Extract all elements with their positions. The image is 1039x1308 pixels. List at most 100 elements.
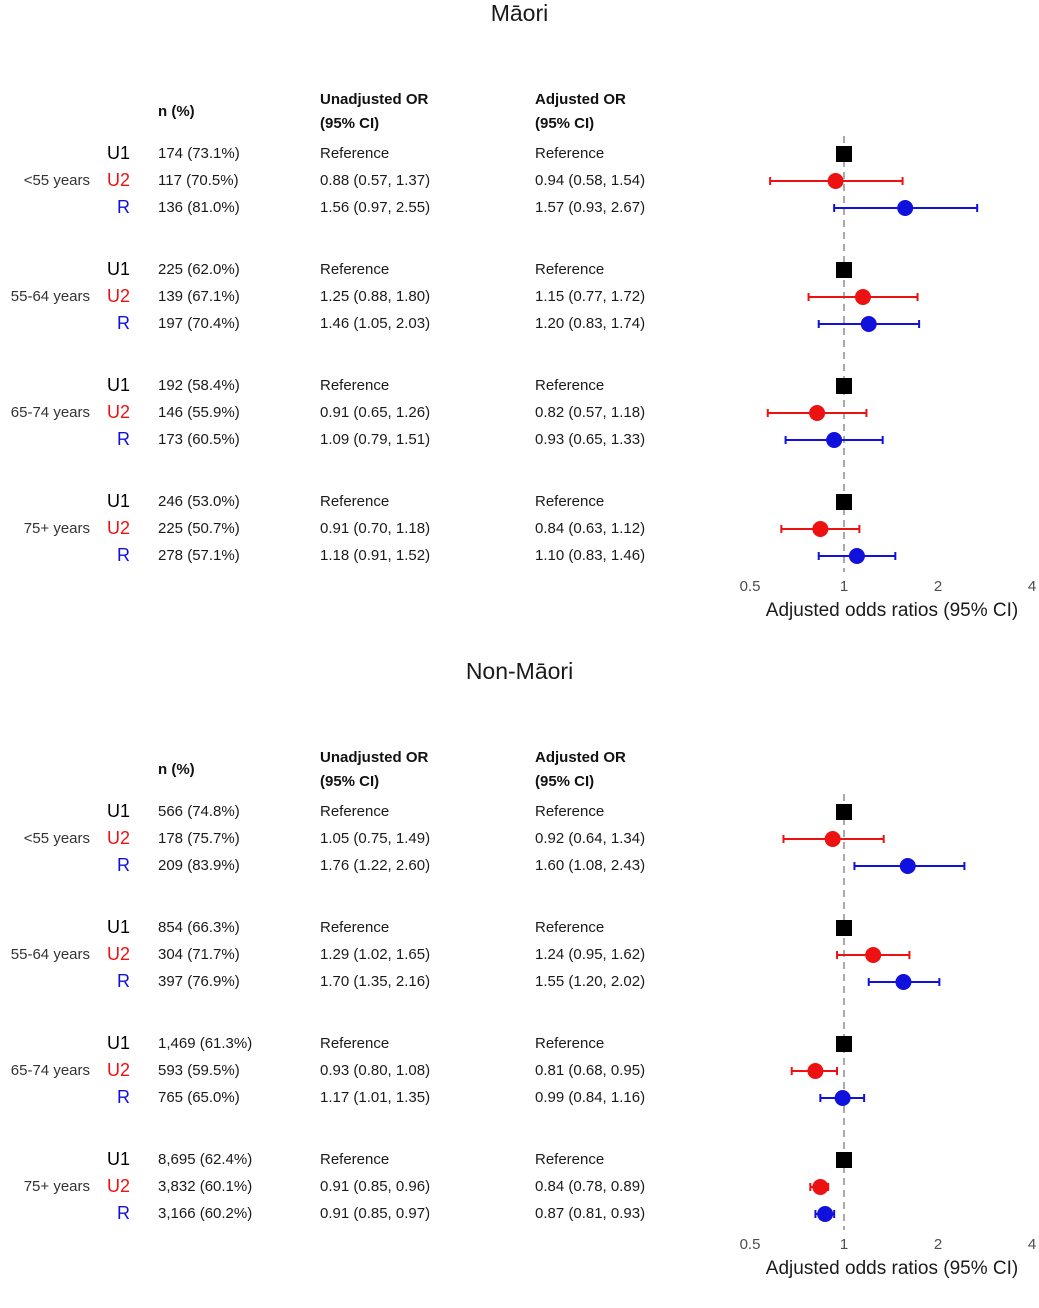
- n-percent-cell: 397 (76.9%): [158, 973, 240, 990]
- adjusted-or-cell: 1.60 (1.08, 2.43): [535, 857, 646, 874]
- n-percent-cell: 146 (55.9%): [158, 404, 240, 421]
- odds-ratio-point: [854, 289, 871, 305]
- unadjusted-or-cell: 1.70 (1.35, 2.16): [320, 973, 431, 990]
- unadjusted-or-cell: 0.91 (0.70, 1.18): [320, 520, 431, 537]
- n-percent-cell: 3,166 (60.2%): [158, 1205, 253, 1222]
- adjusted-or-cell: Reference: [535, 1035, 605, 1052]
- subgroup-label: U2: [106, 1060, 130, 1080]
- column-header-adjusted-ci: (95% CI): [535, 115, 595, 132]
- odds-ratio-point: [812, 1179, 829, 1195]
- unadjusted-or-cell: 0.91 (0.65, 1.26): [320, 404, 431, 421]
- column-header-unadjusted: Unadjusted OR: [320, 91, 429, 108]
- age-group-label: 75+ years: [23, 1178, 90, 1195]
- column-header-unadjusted-ci: (95% CI): [320, 773, 380, 790]
- subgroup-label: U1: [106, 375, 130, 395]
- adjusted-or-cell: 0.92 (0.64, 1.34): [535, 830, 646, 847]
- age-group-label: 65-74 years: [10, 1062, 90, 1079]
- adjusted-or-cell: 0.87 (0.81, 0.93): [535, 1205, 646, 1222]
- unadjusted-or-cell: Reference: [320, 261, 390, 278]
- n-percent-cell: 246 (53.0%): [158, 493, 240, 510]
- unadjusted-or-cell: 1.56 (0.97, 2.55): [320, 199, 431, 216]
- reference-square: [836, 378, 852, 394]
- odds-ratio-point: [848, 548, 865, 564]
- adjusted-or-cell: 1.10 (0.83, 1.46): [535, 547, 646, 564]
- unadjusted-or-cell: 1.25 (0.88, 1.80): [320, 288, 431, 305]
- adjusted-or-cell: 1.20 (0.83, 1.74): [535, 315, 646, 332]
- adjusted-or-cell: 0.84 (0.78, 0.89): [535, 1178, 646, 1195]
- unadjusted-or-cell: 0.93 (0.80, 1.08): [320, 1062, 431, 1079]
- n-percent-cell: 117 (70.5%): [158, 172, 239, 189]
- n-percent-cell: 136 (81.0%): [158, 199, 240, 216]
- age-group-label: <55 years: [23, 172, 90, 189]
- unadjusted-or-cell: 0.88 (0.57, 1.37): [320, 172, 431, 189]
- subgroup-label: U1: [106, 917, 130, 937]
- unadjusted-or-cell: 1.46 (1.05, 2.03): [320, 315, 431, 332]
- odds-ratio-point: [860, 316, 877, 332]
- odds-ratio-point: [827, 173, 844, 189]
- n-percent-cell: 566 (74.8%): [158, 803, 240, 820]
- unadjusted-or-cell: Reference: [320, 803, 390, 820]
- unadjusted-or-cell: 1.29 (1.02, 1.65): [320, 946, 431, 963]
- subgroup-label: U1: [106, 143, 130, 163]
- age-group-label: 65-74 years: [10, 404, 90, 421]
- unadjusted-or-cell: 1.17 (1.01, 1.35): [320, 1089, 431, 1106]
- subgroup-label: U1: [106, 259, 130, 279]
- unadjusted-or-cell: 1.09 (0.79, 1.51): [320, 431, 431, 448]
- unadjusted-or-cell: 0.91 (0.85, 0.96): [320, 1178, 431, 1195]
- adjusted-or-cell: 0.94 (0.58, 1.54): [535, 172, 646, 189]
- x-axis-title: Adjusted odds ratios (95% CI): [766, 600, 1018, 621]
- subgroup-label: U2: [106, 944, 130, 964]
- reference-square: [836, 146, 852, 162]
- n-percent-cell: 765 (65.0%): [158, 1089, 240, 1106]
- unadjusted-or-cell: 1.76 (1.22, 2.60): [320, 857, 431, 874]
- adjusted-or-cell: Reference: [535, 145, 605, 162]
- x-tick-label: 1: [840, 578, 848, 595]
- n-percent-cell: 192 (58.4%): [158, 377, 240, 394]
- subgroup-label: U1: [106, 801, 130, 821]
- n-percent-cell: 854 (66.3%): [158, 919, 240, 936]
- subgroup-label: R: [117, 855, 130, 875]
- n-percent-cell: 178 (75.7%): [158, 830, 240, 847]
- odds-ratio-point: [812, 521, 829, 537]
- adjusted-or-cell: Reference: [535, 1151, 605, 1168]
- n-percent-cell: 209 (83.9%): [158, 857, 240, 874]
- subgroup-label: R: [117, 1087, 130, 1107]
- odds-ratio-point: [809, 405, 826, 421]
- odds-ratio-point: [834, 1090, 851, 1106]
- subgroup-label: U2: [106, 402, 130, 422]
- n-percent-cell: 139 (67.1%): [158, 288, 240, 305]
- subgroup-label: R: [117, 197, 130, 217]
- subgroup-label: U1: [106, 1149, 130, 1169]
- adjusted-or-cell: 1.15 (0.77, 1.72): [535, 288, 646, 305]
- subgroup-label: R: [117, 545, 130, 565]
- adjusted-or-cell: 1.57 (0.93, 2.67): [535, 199, 646, 216]
- forest-plot-figure: Māori n (%) Unadjusted OR (95% CI) Adjusted …: [10, 0, 1036, 1279]
- column-header-n: n (%): [158, 103, 195, 120]
- adjusted-or-cell: Reference: [535, 919, 605, 936]
- adjusted-or-cell: 1.24 (0.95, 1.62): [535, 946, 646, 963]
- age-group-label: 75+ years: [23, 520, 90, 537]
- x-tick-label: 1: [840, 1236, 848, 1253]
- subgroup-label: R: [117, 971, 130, 991]
- reference-square: [836, 1036, 852, 1052]
- n-percent-cell: 278 (57.1%): [158, 547, 240, 564]
- n-percent-cell: 593 (59.5%): [158, 1062, 240, 1079]
- n-percent-cell: 225 (50.7%): [158, 520, 240, 537]
- column-header-unadjusted-ci: (95% CI): [320, 115, 380, 132]
- unadjusted-or-cell: 0.91 (0.85, 0.97): [320, 1205, 431, 1222]
- n-percent-cell: 197 (70.4%): [158, 315, 240, 332]
- unadjusted-or-cell: Reference: [320, 145, 390, 162]
- n-percent-cell: 225 (62.0%): [158, 261, 240, 278]
- reference-square: [836, 804, 852, 820]
- subgroup-label: U1: [106, 491, 130, 511]
- reference-square: [836, 1152, 852, 1168]
- odds-ratio-point: [897, 200, 914, 216]
- n-percent-cell: 304 (71.7%): [158, 946, 240, 963]
- column-header-adjusted-ci: (95% CI): [535, 773, 595, 790]
- unadjusted-or-cell: 1.18 (0.91, 1.52): [320, 547, 431, 564]
- adjusted-or-cell: 0.84 (0.63, 1.12): [535, 520, 646, 537]
- odds-ratio-point: [824, 831, 841, 847]
- odds-ratio-point: [865, 947, 882, 963]
- subgroup-label: R: [117, 429, 130, 449]
- x-tick-label: 2: [934, 578, 942, 595]
